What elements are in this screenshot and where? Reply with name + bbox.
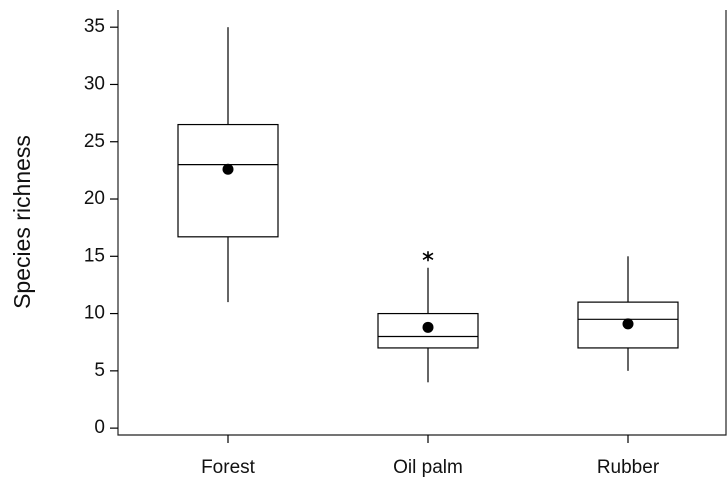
box <box>577 301 679 349</box>
x-tick-label: Forest <box>201 457 256 478</box>
y-tick-label: 30 <box>84 73 105 94</box>
box <box>377 312 479 349</box>
y-tick-label: 0 <box>94 417 105 438</box>
y-tick-label: 10 <box>84 303 105 324</box>
y-tick-label: 25 <box>84 131 105 152</box>
box <box>177 123 279 238</box>
mean <box>222 163 234 175</box>
x-tick-label: Oil palm <box>393 457 463 478</box>
y-axis-label: Species richness <box>9 135 35 309</box>
y-tick-label: 15 <box>84 245 105 266</box>
mean <box>622 318 634 330</box>
mean <box>422 321 434 333</box>
outlier <box>422 251 434 262</box>
plot-frame <box>117 10 727 436</box>
x-tick-label: Rubber <box>597 457 660 478</box>
y-tick-label: 5 <box>94 360 105 381</box>
y-tick-label: 35 <box>84 16 105 37</box>
y-tick-label: 20 <box>84 188 105 209</box>
